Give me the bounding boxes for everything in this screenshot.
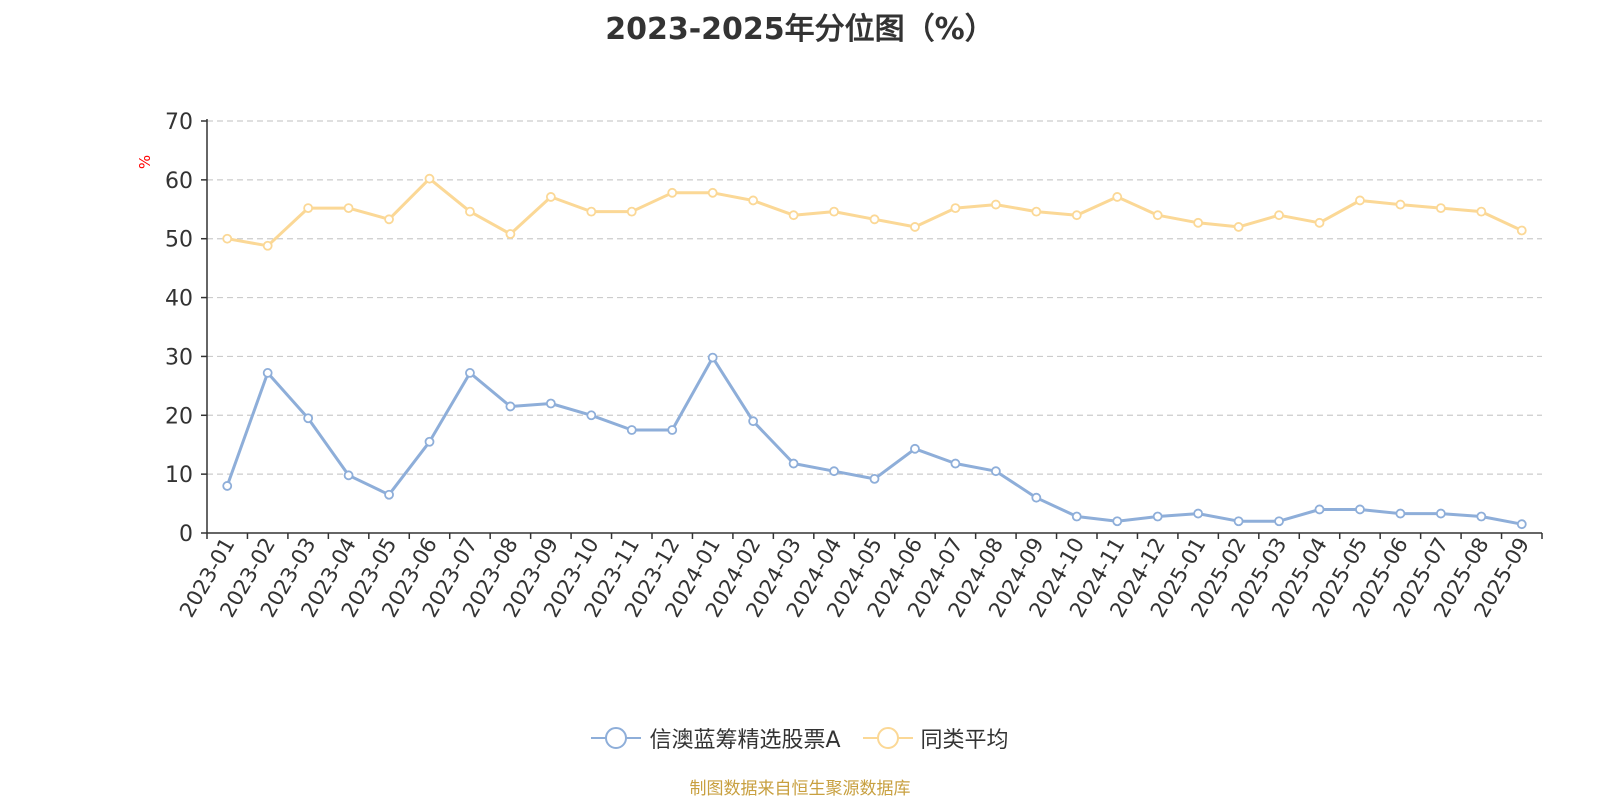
data-point-series-1[interactable] (1355, 504, 1365, 515)
y-tick-label: 70 (165, 110, 193, 135)
data-point-series-2[interactable] (424, 173, 435, 184)
source-note: 制图数据来自恒生聚源数据库 (689, 779, 911, 799)
data-point-series-2[interactable] (1274, 210, 1284, 221)
data-point-series-1[interactable] (545, 398, 556, 409)
data-point-series-1[interactable] (586, 410, 597, 421)
data-point-series-2[interactable] (505, 229, 516, 239)
legend-marker-series-1 (591, 727, 642, 749)
data-point-series-1[interactable] (1112, 516, 1123, 527)
data-point-series-2[interactable] (1516, 225, 1527, 236)
data-point-series-2[interactable] (829, 206, 839, 217)
data-point-series-1[interactable] (1395, 508, 1406, 519)
data-point-series-1[interactable] (910, 443, 920, 454)
axes (201, 119, 1543, 539)
y-tick-label: 20 (165, 404, 193, 429)
data-point-series-1[interactable] (262, 368, 273, 378)
data-point-series-2[interactable] (384, 214, 394, 225)
data-point-series-1[interactable] (505, 401, 516, 412)
y-tick-label: 50 (165, 228, 193, 253)
data-point-series-1[interactable] (1071, 511, 1082, 522)
data-point-series-2[interactable] (788, 210, 799, 221)
chart-title: 2023-2025年分位图（%） (605, 12, 995, 47)
data-point-series-1[interactable] (1435, 508, 1446, 519)
data-point-series-2[interactable] (222, 233, 233, 244)
data-point-series-1[interactable] (1274, 516, 1284, 527)
data-point-series-1[interactable] (1476, 511, 1487, 522)
data-point-series-1[interactable] (1031, 492, 1042, 503)
data-point-series-2[interactable] (586, 206, 597, 217)
data-point-series-1[interactable] (465, 368, 475, 378)
data-point-series-1[interactable] (1193, 508, 1204, 519)
y-tick-label: 60 (165, 169, 193, 194)
data-point-series-2[interactable] (990, 199, 1001, 210)
data-point-series-1[interactable] (343, 470, 354, 481)
data-point-series-2[interactable] (545, 192, 556, 202)
data-point-series-1[interactable] (788, 458, 799, 469)
data-point-series-2[interactable] (1152, 210, 1163, 221)
data-point-series-2[interactable] (1314, 217, 1325, 228)
data-point-series-2[interactable] (1355, 195, 1365, 206)
data-point-series-2[interactable] (262, 240, 273, 251)
data-point-series-1[interactable] (1516, 519, 1527, 530)
data-point-series-1[interactable] (990, 466, 1001, 477)
series-line-1 (225, 356, 1523, 526)
data-point-series-1[interactable] (1152, 511, 1163, 522)
data-point-series-1[interactable] (748, 416, 759, 427)
y-tick-label: 10 (165, 463, 193, 488)
data-point-series-2[interactable] (1031, 206, 1042, 217)
legend-label-series-2: 同类平均 (920, 728, 1009, 753)
legend-marker-series-2 (862, 727, 913, 749)
data-point-series-1[interactable] (424, 436, 435, 447)
data-point-series-2[interactable] (1112, 192, 1123, 202)
y-tick-label: 0 (179, 522, 193, 547)
data-point-series-2[interactable] (1233, 222, 1244, 232)
data-point-series-2[interactable] (1476, 206, 1487, 217)
legend-label-series-1: 信澳蓝筹精选股票A (649, 728, 841, 753)
y-tick-label: 40 (165, 287, 193, 312)
data-point-series-1[interactable] (829, 466, 839, 477)
data-point-series-1[interactable] (667, 425, 678, 435)
data-point-series-2[interactable] (1071, 210, 1082, 221)
data-point-series-1[interactable] (1314, 504, 1325, 515)
data-point-series-2[interactable] (1395, 199, 1406, 210)
y-axis-label: % (136, 155, 154, 169)
data-point-series-2[interactable] (1193, 217, 1204, 228)
data-point-series-2[interactable] (465, 206, 475, 217)
data-point-series-1[interactable] (222, 481, 233, 491)
data-point-series-2[interactable] (950, 203, 961, 214)
data-point-series-1[interactable] (869, 473, 880, 484)
data-point-series-2[interactable] (667, 187, 678, 198)
data-point-series-1[interactable] (626, 425, 637, 435)
grid-lines (207, 120, 1542, 475)
series-line-2 (226, 177, 1523, 248)
series-lines (222, 173, 1527, 530)
legend: 信澳蓝筹精选股票A 同类平均 (0, 722, 1600, 754)
legend-item-series-1[interactable]: 信澳蓝筹精选股票A (591, 722, 841, 754)
data-point-series-2[interactable] (343, 203, 354, 214)
data-point-series-2[interactable] (869, 214, 880, 225)
data-point-series-2[interactable] (1435, 203, 1446, 214)
data-point-series-1[interactable] (303, 413, 314, 424)
data-point-series-2[interactable] (626, 206, 637, 217)
data-point-series-1[interactable] (950, 458, 961, 469)
legend-item-series-2[interactable]: 同类平均 (862, 722, 1009, 754)
data-point-series-2[interactable] (748, 195, 759, 206)
data-point-series-2[interactable] (707, 187, 718, 198)
tick-labels: 010203040506070%2023-012023-022023-03202… (136, 110, 1534, 621)
data-point-series-1[interactable] (384, 489, 394, 500)
data-point-series-2[interactable] (910, 222, 920, 232)
data-point-series-1[interactable] (1233, 516, 1244, 527)
y-tick-label: 30 (165, 345, 193, 370)
data-point-series-1[interactable] (707, 352, 718, 363)
data-point-series-2[interactable] (303, 203, 314, 214)
